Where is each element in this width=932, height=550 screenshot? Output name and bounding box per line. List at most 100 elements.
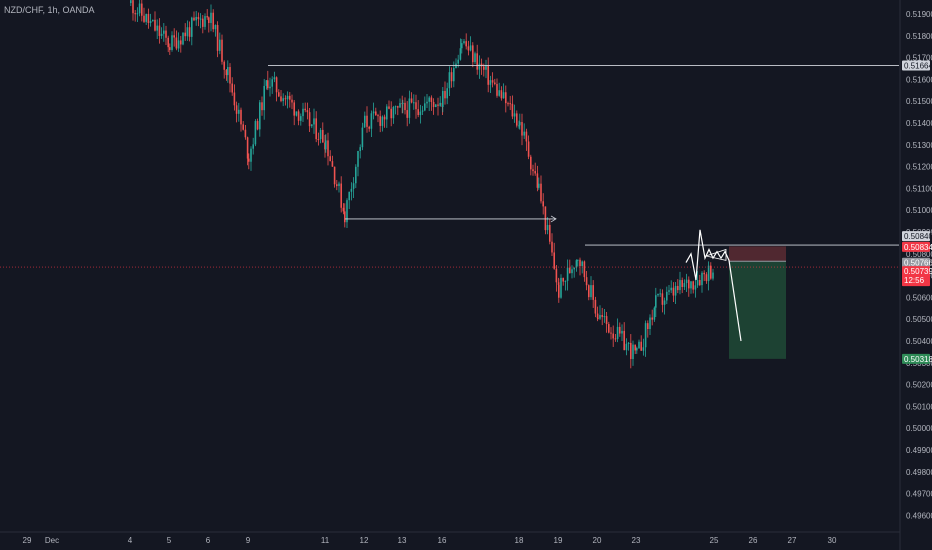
candle-body bbox=[197, 16, 200, 20]
bar-countdown-text: 12:56 bbox=[904, 276, 925, 285]
level-price-badge: 0.50840 bbox=[902, 231, 932, 242]
candle-body bbox=[348, 191, 350, 201]
candle-body bbox=[478, 63, 481, 70]
symbol-label: NZD/CHF, 1h, OANDA bbox=[4, 5, 95, 15]
candle-body bbox=[154, 19, 156, 31]
candle-body bbox=[163, 30, 165, 34]
candle-body bbox=[223, 61, 225, 70]
candle-body bbox=[149, 21, 152, 23]
candle-body bbox=[632, 344, 634, 360]
candle-body bbox=[145, 13, 147, 22]
x-tick-label: 18 bbox=[515, 536, 524, 545]
candle-body bbox=[278, 92, 280, 97]
x-tick-label: 27 bbox=[788, 536, 797, 545]
pennant-pattern bbox=[704, 248, 727, 261]
candle-body bbox=[560, 277, 562, 298]
candle-body bbox=[661, 293, 664, 305]
candle-body bbox=[494, 82, 496, 84]
candle-body bbox=[439, 102, 441, 106]
candle-body bbox=[594, 299, 597, 314]
candle-body bbox=[180, 40, 182, 45]
candle-body bbox=[375, 111, 377, 116]
stop-price-badge-bg bbox=[902, 241, 930, 252]
candle-body bbox=[158, 25, 161, 36]
candle-body bbox=[581, 261, 583, 267]
candle-body bbox=[275, 77, 278, 93]
candle-body bbox=[269, 86, 271, 89]
x-tick-label: 11 bbox=[321, 536, 330, 545]
candle-body bbox=[394, 106, 397, 108]
candle-body bbox=[392, 107, 395, 119]
candle-body bbox=[513, 113, 516, 117]
candle-body bbox=[677, 285, 679, 291]
candle-body bbox=[366, 115, 368, 127]
candle-body bbox=[261, 102, 263, 111]
candle-body bbox=[507, 103, 509, 105]
candle-body bbox=[359, 147, 361, 151]
candle-body bbox=[344, 211, 346, 223]
candle-body bbox=[388, 106, 390, 109]
candle-body bbox=[293, 102, 295, 116]
candle-body bbox=[210, 12, 212, 23]
current-price-badge-bg bbox=[902, 266, 930, 287]
candle-body bbox=[317, 139, 320, 141]
candle-body bbox=[152, 19, 154, 22]
candle-body bbox=[585, 277, 588, 286]
candle-body bbox=[707, 265, 710, 282]
candle-body bbox=[448, 72, 451, 89]
candles bbox=[130, 0, 714, 369]
candle-body bbox=[692, 281, 694, 290]
candle-body bbox=[319, 129, 322, 140]
candle-body bbox=[346, 200, 348, 223]
candle-body bbox=[428, 97, 430, 102]
candle-body bbox=[304, 108, 306, 111]
candle-body bbox=[136, 13, 139, 15]
candle-body bbox=[184, 32, 186, 37]
candle-body bbox=[521, 122, 523, 136]
candle-body bbox=[352, 183, 355, 189]
candle-body bbox=[558, 285, 560, 298]
candle-body bbox=[496, 83, 498, 96]
candle-body bbox=[538, 183, 540, 188]
candle-body bbox=[404, 102, 406, 111]
candle-body bbox=[435, 104, 437, 108]
candle-body bbox=[199, 18, 202, 20]
x-tick-label: 30 bbox=[828, 536, 837, 545]
entry-price-badge-text: 0.50766 bbox=[904, 259, 932, 268]
x-tick-label: 9 bbox=[246, 536, 251, 545]
candle-body bbox=[699, 280, 701, 286]
candle-body bbox=[542, 201, 544, 207]
candle-body bbox=[474, 53, 476, 63]
candle-body bbox=[291, 99, 293, 103]
candle-body bbox=[453, 68, 455, 82]
candle-body bbox=[300, 116, 302, 121]
candle-body bbox=[657, 294, 659, 296]
candle-body bbox=[227, 67, 229, 76]
candle-body bbox=[571, 269, 573, 274]
candle-body bbox=[167, 37, 169, 48]
candle-body bbox=[206, 16, 208, 18]
candle-body bbox=[544, 206, 547, 231]
resistance-price-badge: 0.51664 bbox=[902, 60, 932, 71]
candle-body bbox=[306, 110, 309, 113]
candle-body bbox=[588, 285, 590, 298]
candle-body bbox=[430, 97, 433, 102]
candle-body bbox=[672, 287, 675, 296]
candle-body bbox=[130, 0, 132, 4]
candle-body bbox=[263, 85, 265, 111]
candle-body bbox=[377, 115, 379, 117]
candle-body bbox=[286, 95, 289, 100]
candle-body bbox=[603, 316, 606, 318]
candle-body bbox=[627, 342, 630, 344]
candle-body bbox=[410, 98, 413, 103]
candle-body bbox=[701, 272, 703, 286]
candle-body bbox=[413, 102, 415, 104]
candle-body bbox=[259, 102, 261, 130]
candle-body bbox=[311, 124, 313, 127]
